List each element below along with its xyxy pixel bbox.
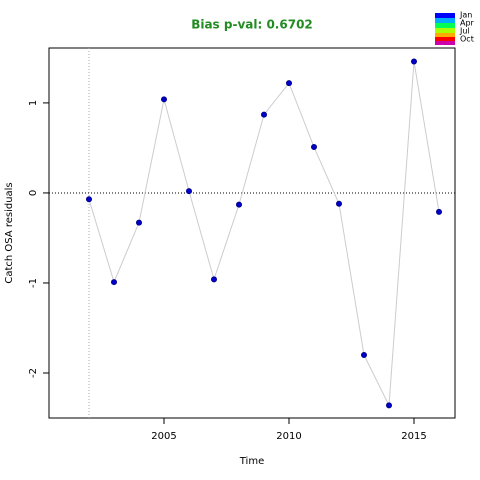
data-point (236, 201, 242, 208)
y-tick-label: 1 (28, 100, 39, 106)
y-tick-label: -2 (28, 368, 39, 378)
legend-label: Jul (459, 27, 470, 36)
legend-label: Oct (460, 35, 474, 44)
data-point (336, 200, 342, 207)
data-point (261, 111, 267, 118)
data-point (111, 279, 117, 286)
x-tick-label: 2005 (151, 431, 176, 442)
legend-label: Jan (459, 11, 472, 20)
data-point (286, 80, 292, 87)
month-color-bar (435, 13, 455, 45)
x-tick-label: 2010 (276, 431, 301, 442)
data-point (211, 276, 217, 283)
y-tick-label: 0 (28, 190, 39, 196)
data-point (136, 219, 142, 226)
plot-frame (48, 47, 456, 419)
chart-title: Bias p-val: 0.6702 (191, 18, 313, 32)
data-point (311, 144, 317, 151)
data-point (436, 208, 442, 215)
data-point (161, 96, 167, 103)
data-point (86, 196, 92, 203)
y-tick-label: -1 (28, 278, 39, 288)
data-point (386, 402, 392, 409)
legend-label: Apr (460, 19, 475, 28)
x-tick-label: 2015 (401, 431, 426, 442)
data-point (411, 58, 417, 65)
y-axis-label: Catch OSA residuals (4, 182, 15, 283)
x-axis-label: Time (239, 456, 264, 467)
data-point (361, 351, 367, 358)
data-point (186, 188, 192, 195)
